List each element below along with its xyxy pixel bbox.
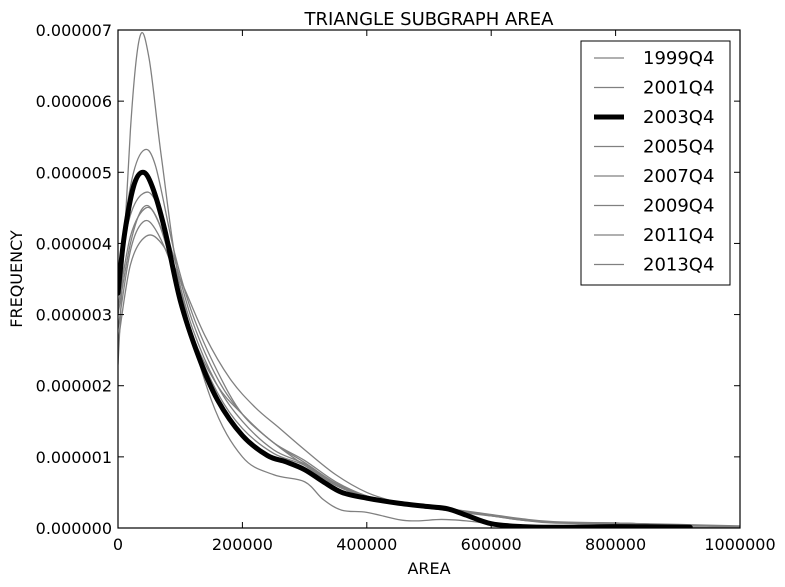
x-tick-label: 800000: [585, 535, 646, 554]
legend-label-2007Q4: 2007Q4: [643, 166, 714, 187]
y-tick-label: 0.000006: [36, 92, 112, 111]
x-tick-label: 400000: [336, 535, 397, 554]
y-tick-label: 0.000007: [36, 21, 112, 40]
legend-box: [580, 40, 731, 286]
y-tick-label: 0.000003: [36, 306, 112, 325]
legend-label-2005Q4: 2005Q4: [643, 137, 714, 158]
plot-frame: [117, 29, 741, 529]
y-axis-label: FREQUENCY: [7, 230, 26, 328]
series-line-2011Q4: [118, 206, 740, 528]
x-tick-label: 600000: [461, 535, 522, 554]
legend-label-2011Q4: 2011Q4: [643, 225, 714, 246]
y-tick-label: 0.000004: [36, 234, 112, 253]
y-tick-label: 0.000005: [36, 163, 112, 182]
x-tick-label: 1000000: [704, 535, 775, 554]
x-tick-label: 200000: [212, 535, 273, 554]
x-axis-label: AREA: [407, 559, 450, 578]
legend-label-1999Q4: 1999Q4: [643, 48, 714, 69]
y-tick-label: 0.000000: [36, 519, 112, 538]
legend-label-2003Q4: 2003Q4: [643, 107, 714, 128]
y-tick-label: 0.000002: [36, 377, 112, 396]
legend-label-2013Q4: 2013Q4: [643, 255, 714, 276]
chart-title: TRIANGLE SUBGRAPH AREA: [304, 9, 555, 30]
ticks-layer: 0 200000 400000 600000 800000 1000000 0.000000…: [36, 21, 776, 554]
x-tick-label: 0: [113, 535, 123, 554]
legend-label-2009Q4: 2009Q4: [643, 196, 714, 217]
y-tick-label: 0.000001: [36, 448, 112, 467]
legend-label-2001Q4: 2001Q4: [643, 78, 714, 99]
legend: 1999Q4 2001Q4 2003Q4 2005Q4 2007Q4 2009Q4 2011…: [580, 40, 731, 286]
